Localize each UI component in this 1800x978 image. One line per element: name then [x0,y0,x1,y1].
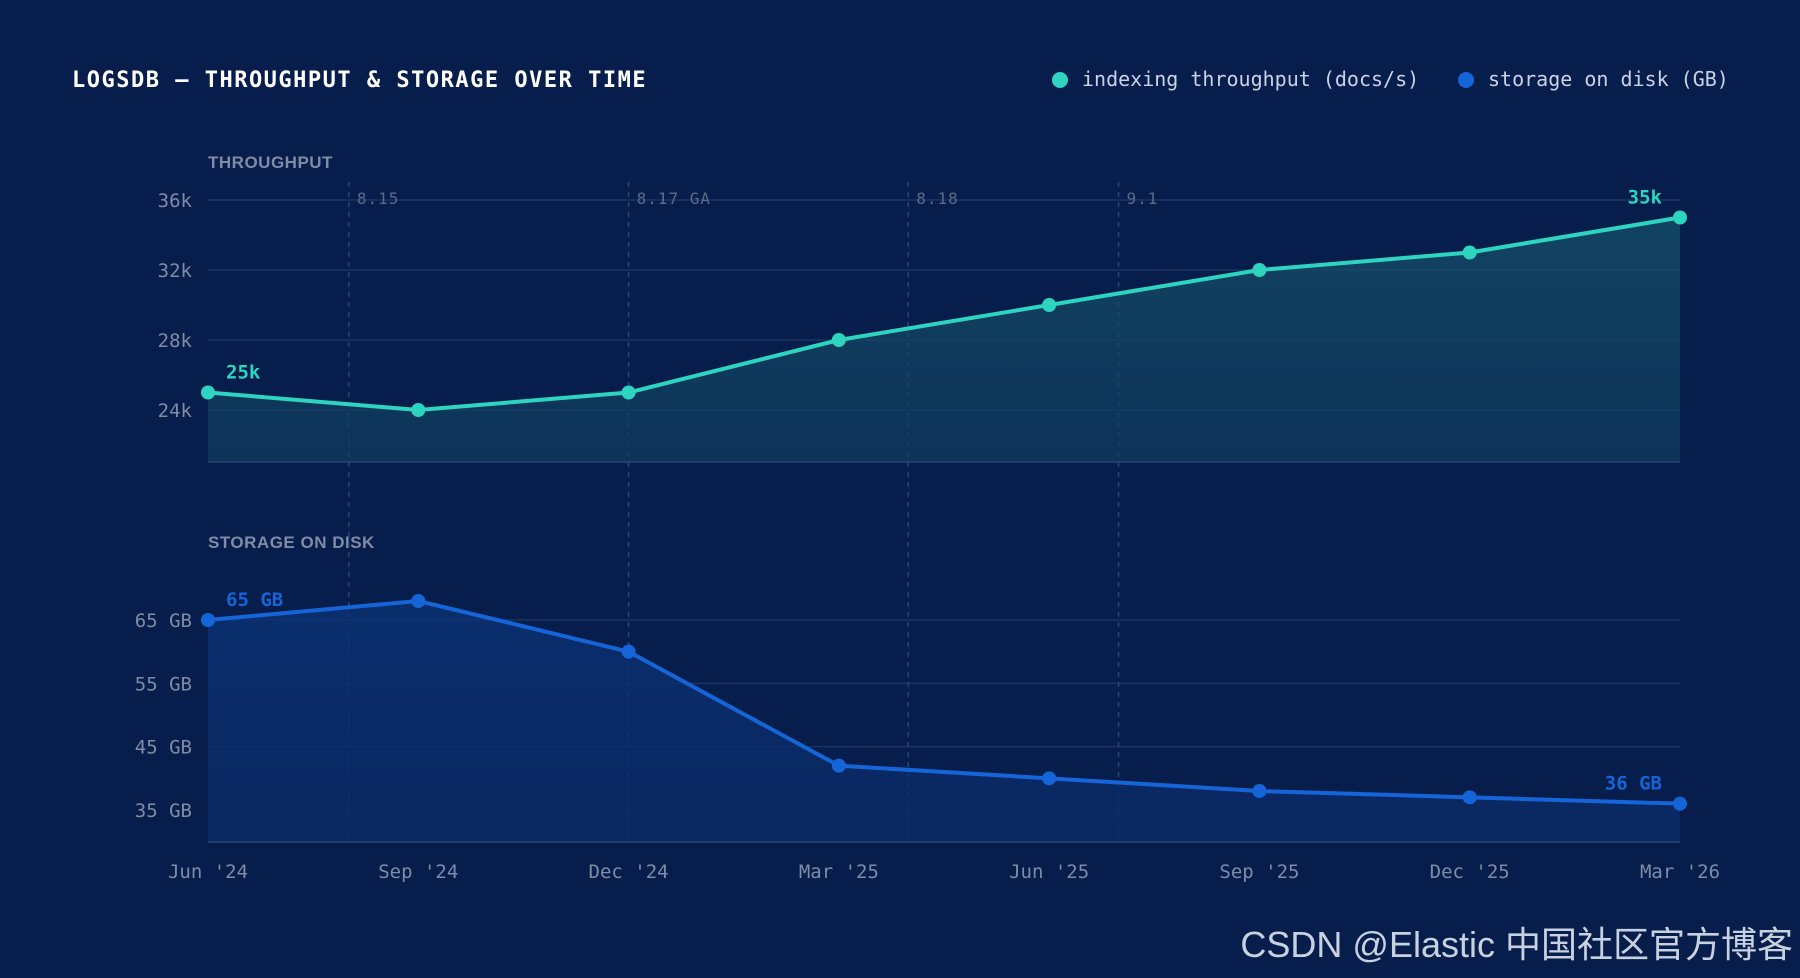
release-label: 9.1 [1127,189,1159,208]
x-tick-label: Dec '25 [1430,861,1510,883]
data-point-throughput [201,385,215,400]
y-tick-label-throughput: 32k [158,260,193,282]
x-tick-label: Jun '25 [1009,861,1089,883]
release-label: 8.15 [357,189,400,208]
data-point-storage [411,594,426,608]
legend-label-throughput: indexing throughput (docs/s) [1082,67,1419,91]
y-tick-label-storage: 65 GB [135,610,192,632]
section-label-storage: STORAGE ON DISK [208,533,375,552]
release-label: 8.17 GA [637,189,711,208]
data-point-storage [831,758,846,773]
data-point-throughput [621,385,636,400]
data-labels: 25k 35k 65 GB 36 GB [226,187,1663,795]
area-throughput [208,217,1680,462]
x-tick-label: Mar '25 [799,861,879,883]
data-point-throughput [1042,298,1057,312]
data-label-first-throughput: 25k [226,362,261,384]
y-tick-label-throughput: 24k [158,400,193,422]
data-point-storage [201,613,215,627]
data-label-last-storage: 36 GB [1605,773,1662,795]
release-label: 8.18 [916,189,959,208]
data-points [201,210,1687,811]
legend-marker-storage [1458,72,1474,88]
data-point-throughput [411,403,426,417]
data-point-storage [621,644,636,659]
y-tick-label-storage: 35 GB [135,800,192,822]
legend-marker-throughput [1052,72,1068,88]
watermark: CSDN @Elastic 中国社区官方博客 [1240,924,1793,965]
release-markers: 8.15 8.17 GA 8.18 9.1 [348,182,1159,840]
data-point-storage [1673,796,1687,811]
section-label-throughput: THROUGHPUT [208,153,333,172]
data-point-storage [1252,784,1267,798]
x-tick-label: Sep '24 [378,861,458,883]
series-line-throughput [206,215,1682,412]
chart-title: LOGSDB — THROUGHPUT & STORAGE OVER TIME [72,68,647,93]
data-point-throughput [1673,210,1687,225]
y-tick-label-throughput: 28k [158,330,193,352]
series-areas [208,217,1680,842]
data-point-throughput [1462,245,1477,260]
legend: indexing throughput (docs/s) storage on … [1052,67,1729,91]
data-point-storage [1042,771,1057,786]
x-tick-label: Dec '24 [589,861,669,883]
series-lines [206,215,1682,806]
data-point-storage [1462,790,1477,805]
series-line-storage [206,599,1682,806]
data-label-last-throughput: 35k [1628,187,1663,209]
data-label-first-storage: 65 GB [226,589,283,611]
data-point-throughput [1252,263,1267,277]
legend-label-storage: storage on disk (GB) [1488,67,1729,91]
x-tick-label: Jun '24 [168,861,248,883]
data-point-throughput [831,333,846,347]
x-axis-ticks: Jun '24 Sep '24 Dec '24 Mar '25 Jun '25 Sep '… [168,861,1720,883]
x-tick-label: Mar '26 [1640,861,1720,883]
x-tick-label: Sep '25 [1219,861,1299,883]
y-tick-label-throughput: 36k [158,190,193,212]
y-tick-label-storage: 55 GB [135,673,192,695]
area-storage [208,601,1680,842]
y-tick-label-storage: 45 GB [135,737,192,759]
axes: 36k 32k 28k 24k 65 GB 55 GB 45 GB 35 GB [135,190,1680,843]
